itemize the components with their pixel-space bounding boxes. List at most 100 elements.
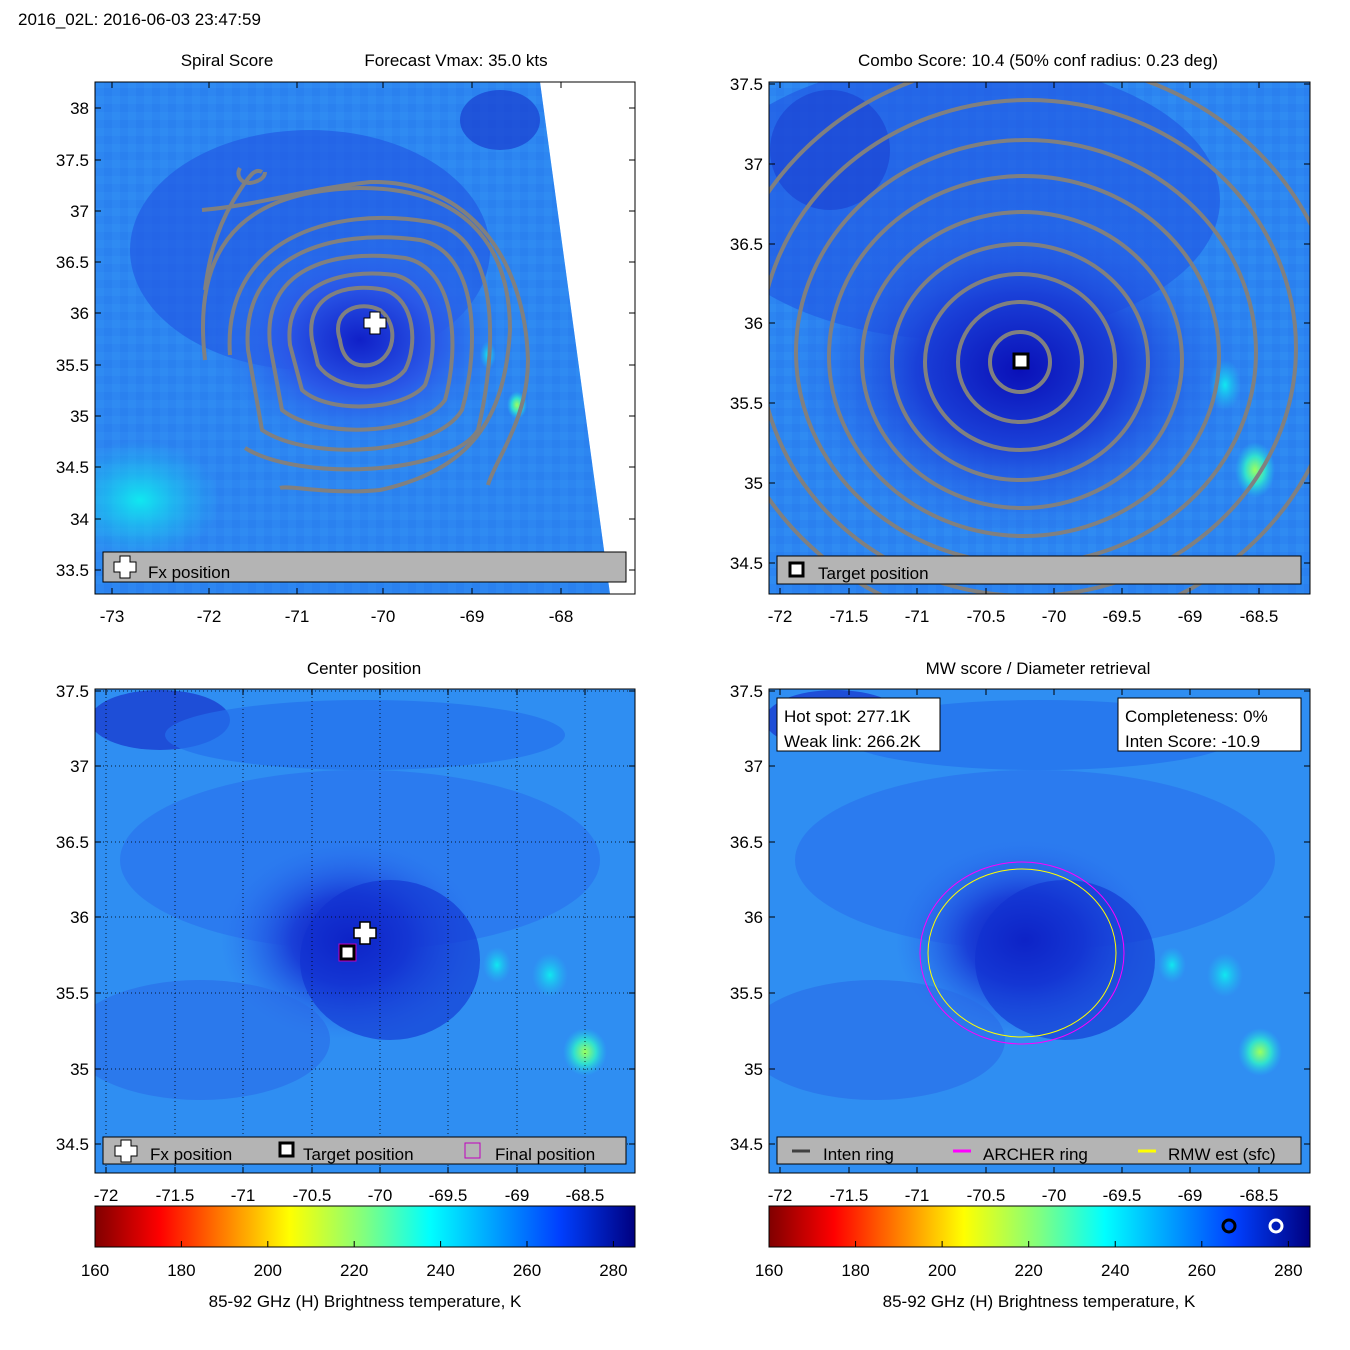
target-position-marker [1012,352,1030,370]
y-tick-label: 36.5 [730,235,763,254]
legend-target-position: Target position [818,564,929,583]
panel-bl-title: Center position [307,659,421,678]
y-tick-label: 33.5 [56,561,89,580]
y-tick-label: 38 [70,99,89,118]
x-tick-label: -69.5 [1103,607,1142,626]
x-tick-label: -70.5 [967,607,1006,626]
x-tick-label: -68 [549,607,574,626]
legend-fx-position-bl: Fx position [150,1145,232,1164]
y-tick-label: 35.5 [56,984,89,1003]
y-tick-label: 36.5 [730,833,763,852]
y-tick-label: 37 [70,202,89,221]
hot-spot-marker [1268,1218,1284,1234]
figure-title: 2016_02L: 2016-06-03 23:47:59 [18,10,261,29]
y-tick-label: 35.5 [730,394,763,413]
legend-fx-position: Fx position [148,563,230,582]
x-tick-label: -72 [768,1186,793,1205]
x-tick-label: -71 [905,607,930,626]
y-tick-label: 35.5 [56,356,89,375]
target-position-marker-bl [339,944,356,961]
x-tick-label: -68.5 [1240,1186,1279,1205]
x-tick-label: -70.5 [293,1186,332,1205]
panel-center-position: Center position Fx position Target posit… [56,659,636,1205]
hot-spot-value: Hot spot: 277.1K [784,707,911,726]
x-tick-label: -71 [285,607,310,626]
colorbar-tick-label: 240 [1101,1261,1129,1280]
panel-br-title: MW score / Diameter retrieval [926,659,1151,678]
x-tick-label: -71.5 [830,1186,869,1205]
colorbar-tick-label: 220 [340,1261,368,1280]
archer-ring [919,861,1125,1045]
x-tick-label: -71 [231,1186,256,1205]
panel-spiral-score: Spiral Score Forecast Vmax: 35.0 kts [56,51,636,626]
completeness-value: Completeness: 0% [1125,707,1268,726]
y-tick-label: 36 [70,304,89,323]
fx-position-marker-bl [353,921,377,945]
legend-inten-ring: Inten ring [823,1145,894,1164]
y-tick-label: 37 [70,757,89,776]
x-tick-label: -70 [371,607,396,626]
colorbar-left: 160 180 200 220 240 260 280 85-92 GHz (H) Brig… [81,1205,636,1311]
y-tick-label: 34.5 [730,554,763,573]
panel-mw-score: MW score / Diameter retrieval Hot spot: … [730,659,1311,1205]
panel-br-legend: Inten ring ARCHER ring RMW est (sfc) [776,1136,1302,1165]
weak-link-marker [1221,1218,1237,1234]
x-tick-label: -70 [1042,607,1067,626]
y-tick-label: 37.5 [730,682,763,701]
panel-tl-title: Spiral Score [181,51,274,70]
colorbar-tick-label: 160 [81,1261,109,1280]
panel-bl-legend: Fx position Target position Final positi… [102,1136,627,1165]
x-tick-label: -68.5 [566,1186,605,1205]
colorbar-tick-label: 200 [254,1261,282,1280]
y-tick-label: 37 [744,155,763,174]
colorbar-tick-label: 260 [1188,1261,1216,1280]
spiral-contours [201,167,531,494]
x-tick-label: -72 [94,1186,119,1205]
y-tick-label: 35 [744,474,763,493]
legend-target-position-bl: Target position [303,1145,414,1164]
x-tick-label: -70.5 [967,1186,1006,1205]
legend-rmw-est: RMW est (sfc) [1168,1145,1276,1164]
panel-tl-subtitle: Forecast Vmax: 35.0 kts [364,51,547,70]
y-tick-label: 34 [70,510,89,529]
fx-position-marker [363,311,387,335]
y-tick-label: 35.5 [730,984,763,1003]
y-tick-label: 37.5 [730,75,763,94]
y-tick-label: 36.5 [56,833,89,852]
colorbar-tick-label: 200 [928,1261,956,1280]
y-tick-label: 35 [70,407,89,426]
x-tick-label: -68.5 [1240,607,1279,626]
y-tick-label: 36 [744,908,763,927]
final-position-marker [338,943,357,962]
x-tick-label: -72 [768,607,793,626]
y-tick-label: 37.5 [56,682,89,701]
y-tick-label: 36 [70,908,89,927]
y-tick-label: 36 [744,314,763,333]
panel-tr-legend: Target position [776,555,1302,585]
x-tick-label: -69.5 [1103,1186,1142,1205]
colorbar-tick-label: 180 [167,1261,195,1280]
x-tick-label: -69 [505,1186,530,1205]
colorbar-tick-label: 240 [426,1261,454,1280]
x-tick-label: -72 [197,607,222,626]
colorbar-right: 160 180 200 220 240 260 280 85-92 GHz (H) Brig… [755,1205,1311,1311]
x-tick-label: -73 [100,607,125,626]
legend-final-position: Final position [495,1145,595,1164]
x-tick-label: -69 [460,607,485,626]
panel-tr-title: Combo Score: 10.4 (50% conf radius: 0.23… [858,51,1218,70]
rmw-ring [927,868,1117,1038]
y-tick-label: 36.5 [56,253,89,272]
y-tick-label: 34.5 [56,458,89,477]
weak-link-value: Weak link: 266.2K [784,732,921,751]
x-tick-label: -69 [1178,1186,1203,1205]
colorbar-tick-label: 280 [1274,1261,1302,1280]
inten-score-value: Inten Score: -10.9 [1125,732,1260,751]
y-tick-label: 35 [744,1060,763,1079]
colorbar-right-label: 85-92 GHz (H) Brightness temperature, K [883,1292,1196,1311]
y-tick-label: 34.5 [730,1135,763,1154]
x-tick-label: -69 [1178,607,1203,626]
x-tick-label: -71 [905,1186,930,1205]
info-box-left: Hot spot: 277.1K Weak link: 266.2K [776,697,941,752]
panel-combo-score: Combo Score: 10.4 (50% conf radius: 0.23… [730,51,1311,626]
